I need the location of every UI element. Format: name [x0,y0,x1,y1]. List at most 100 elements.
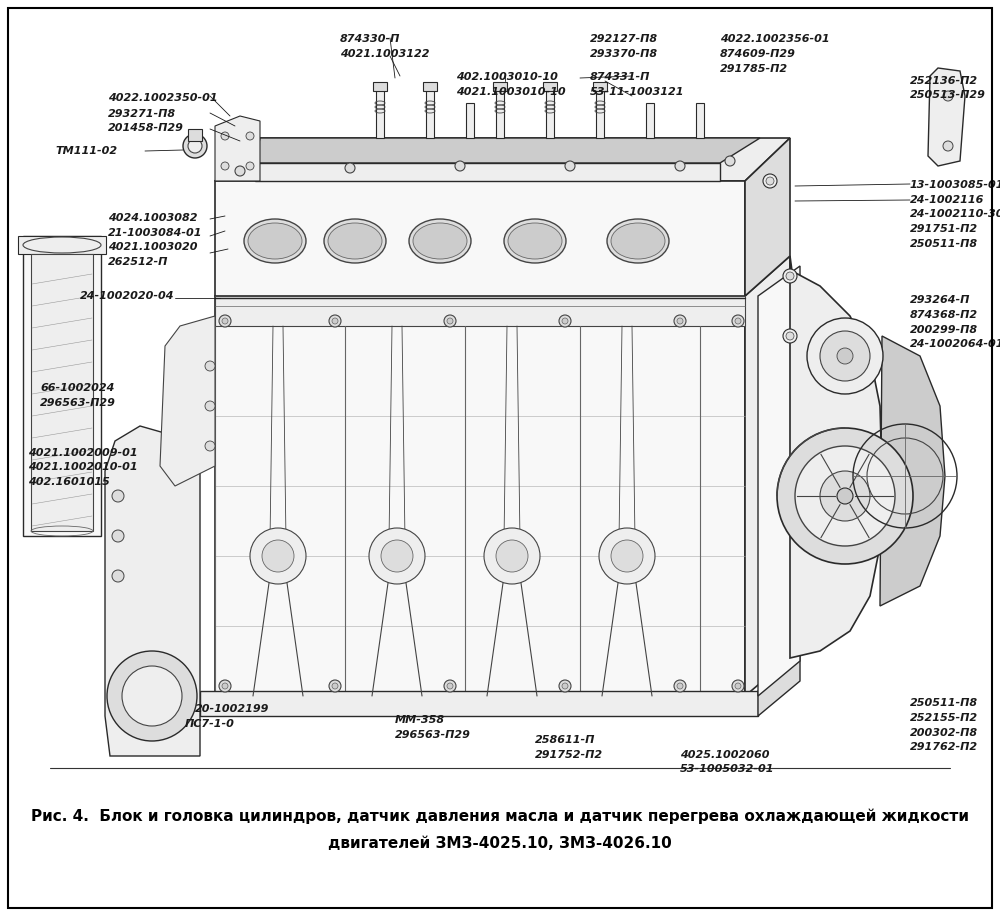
Text: 24-1002064-01: 24-1002064-01 [910,340,1000,349]
Text: 291751-П2: 291751-П2 [910,224,978,234]
Circle shape [183,134,207,158]
Polygon shape [215,116,260,181]
Text: 292127-П8: 292127-П8 [590,35,658,44]
Polygon shape [215,138,790,181]
Text: 21-1003084-01: 21-1003084-01 [108,228,202,237]
Circle shape [332,318,338,324]
Circle shape [235,166,245,176]
Text: 24-1002116: 24-1002116 [910,195,984,204]
Circle shape [777,428,913,564]
Circle shape [675,161,685,171]
Circle shape [943,141,953,151]
Text: 296563-П29: 296563-П29 [395,730,471,739]
Text: 4021.1002010-01: 4021.1002010-01 [28,463,138,472]
Circle shape [807,318,883,394]
Text: 4021.1003020: 4021.1003020 [108,243,198,252]
Circle shape [369,528,425,584]
Text: 291785-П2: 291785-П2 [720,64,788,73]
Text: двигателей ЗМЗ-4025.10, ЗМЗ-4026.10: двигателей ЗМЗ-4025.10, ЗМЗ-4026.10 [328,836,672,852]
Text: 250513-П29: 250513-П29 [910,91,986,100]
Bar [696,103,704,138]
Circle shape [221,162,229,170]
Text: 4021.1003010-10: 4021.1003010-10 [456,87,566,96]
Circle shape [786,272,794,280]
Ellipse shape [324,219,386,263]
Circle shape [205,441,215,451]
Circle shape [766,177,774,185]
Text: ПC7-1-0: ПC7-1-0 [185,719,235,728]
Circle shape [112,530,124,542]
Circle shape [329,315,341,327]
Text: 4021.1003122: 4021.1003122 [340,49,430,59]
Circle shape [345,163,355,173]
Circle shape [674,315,686,327]
Polygon shape [255,138,760,163]
Polygon shape [745,256,790,696]
Text: 53-1005032-01: 53-1005032-01 [680,765,774,774]
Circle shape [112,490,124,502]
Bar [426,88,434,138]
Circle shape [559,315,571,327]
Circle shape [783,269,797,283]
Circle shape [837,488,853,504]
Text: Рис. 4.  Блок и головка цилиндров, датчик давления масла и датчик перегрева охла: Рис. 4. Блок и головка цилиндров, датчик… [31,808,969,823]
Bar [596,88,604,138]
Text: 200299-П8: 200299-П8 [910,325,978,334]
Circle shape [262,540,294,572]
Circle shape [447,318,453,324]
Bar [215,296,745,326]
Text: 874368-П2: 874368-П2 [910,311,978,320]
Polygon shape [758,266,800,696]
Text: 4022.1002356-01: 4022.1002356-01 [720,35,830,44]
Ellipse shape [248,223,302,259]
Ellipse shape [409,219,471,263]
Circle shape [565,161,575,171]
Circle shape [820,331,870,381]
Text: 252136-П2: 252136-П2 [910,76,978,85]
Text: 262512-П: 262512-П [108,257,168,267]
Bar [31,254,93,531]
Text: 293271-П8: 293271-П8 [108,109,176,118]
Bar [593,82,607,91]
Polygon shape [215,181,745,296]
Polygon shape [105,426,200,756]
Polygon shape [928,68,965,166]
Circle shape [562,683,568,689]
Ellipse shape [611,223,665,259]
Circle shape [943,91,953,101]
Ellipse shape [413,223,467,259]
Circle shape [725,156,735,166]
Circle shape [783,329,797,343]
Polygon shape [23,236,101,536]
Circle shape [735,318,741,324]
Circle shape [677,683,683,689]
Text: 66-1002024: 66-1002024 [40,384,114,393]
Circle shape [732,315,744,327]
Ellipse shape [504,219,566,263]
Text: 4021.1002009-01: 4021.1002009-01 [28,448,138,457]
Text: 200302-П8: 200302-П8 [910,728,978,737]
Bar [373,82,387,91]
Text: 201458-П29: 201458-П29 [108,124,184,133]
Polygon shape [758,656,800,716]
Ellipse shape [244,219,306,263]
Polygon shape [160,316,215,486]
Polygon shape [255,163,720,181]
Text: 296563-П29: 296563-П29 [40,398,116,408]
Bar [18,236,106,254]
Bar [546,88,554,138]
Circle shape [444,680,456,692]
Circle shape [381,540,413,572]
Text: 4022.1002350-01: 4022.1002350-01 [108,93,218,103]
Circle shape [484,528,540,584]
Polygon shape [215,296,745,696]
Circle shape [329,680,341,692]
Circle shape [250,528,306,584]
Circle shape [795,446,895,546]
Circle shape [496,540,528,572]
Circle shape [455,161,465,171]
Polygon shape [745,138,790,296]
Bar [188,129,202,141]
Text: 24-1002110-30: 24-1002110-30 [910,210,1000,219]
Ellipse shape [23,237,101,253]
